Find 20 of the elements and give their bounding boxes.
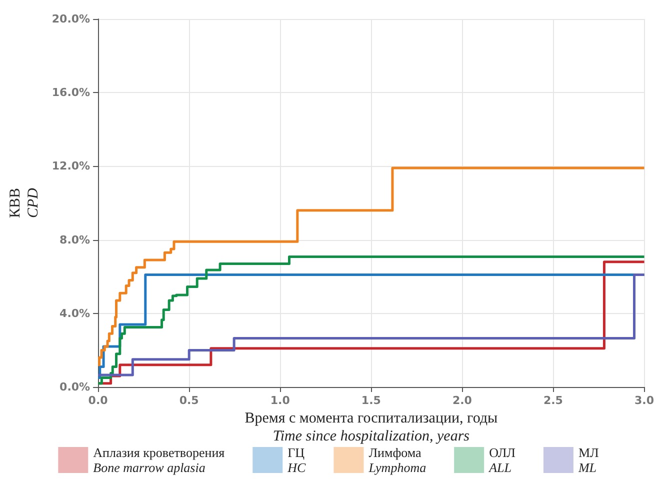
y-tick-label: 4.0% xyxy=(60,306,90,320)
legend-label: МЛ ML xyxy=(577,445,600,475)
y-tick-label: 12.0% xyxy=(52,160,90,173)
legend-label: ГЦ HC xyxy=(286,445,306,475)
y-axis-title: КВВ CPD xyxy=(8,188,42,218)
x-axis-title: Время с момента госпитализации, годы Time since hospitalization, years xyxy=(244,410,498,444)
y-tick-label: 20.0% xyxy=(52,12,90,26)
y-tick-label: 0.0% xyxy=(60,380,90,394)
legend-label: Лимфома Lymphoma xyxy=(368,445,427,475)
x-tick-label: 2.5 xyxy=(543,394,563,407)
y-tick-label: 16.0% xyxy=(52,86,90,100)
legend-label: ОЛЛ ALL xyxy=(488,445,516,475)
x-tick-label: 2.0 xyxy=(452,394,472,407)
x-tick-label: 1.5 xyxy=(361,394,381,407)
x-tick-label: 3.0 xyxy=(634,394,654,407)
x-tick-label: 1.0 xyxy=(270,394,290,407)
x-tick-label: 0.0 xyxy=(88,394,108,407)
legend-label: Аплазия кроветворения Bone marrow aplasia xyxy=(93,445,225,475)
x-tick-label: 0.5 xyxy=(179,394,199,407)
y-tick-label: 8.0% xyxy=(60,233,90,246)
